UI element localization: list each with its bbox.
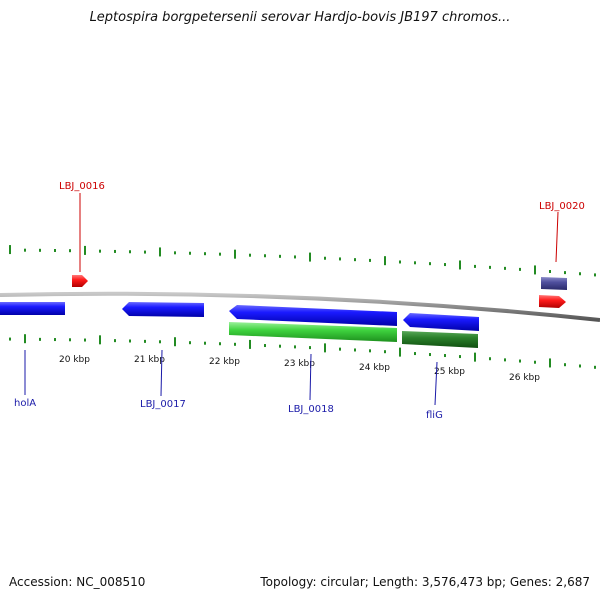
scale-label-22kbp: 22 kbp: [209, 357, 240, 367]
leader-line-lbj-0017: [160, 349, 163, 397]
gene-arrow-lbj-0016[interactable]: [72, 275, 88, 287]
scale-label-23kbp: 23 kbp: [284, 359, 315, 369]
genome-title: Leptospira borgpetersenii serovar Hardjo…: [89, 10, 511, 25]
tick-row-bottom: [9, 334, 596, 369]
tick-row-top: [9, 245, 596, 277]
scale-label-26kbp: 26 kbp: [509, 373, 540, 383]
gene-arrow-lbj-0017[interactable]: [122, 302, 204, 317]
gene-label-lbj-0017: LBJ_0017: [140, 399, 186, 410]
gene-label-lbj-0020: LBJ_0020: [539, 201, 585, 212]
accession-text: Accession: NC_008510: [9, 575, 146, 589]
gene-arrow-lbj-0020[interactable]: [539, 295, 566, 308]
gene-label-flig: fliG: [426, 410, 443, 421]
genome-summary-text: Topology: circular; Length: 3,576,473 bp…: [260, 575, 590, 589]
chromosome-backbone: [0, 291, 600, 322]
gene-leader-lines: [24, 193, 559, 406]
gene-label-hola: holA: [14, 398, 36, 409]
gene-arrow-lbj-0018[interactable]: [229, 305, 397, 326]
gene-box-purple[interactable]: [541, 277, 567, 290]
leader-line-lbj-0020: [555, 211, 559, 263]
leader-line-lbj-0018: [309, 353, 312, 401]
gene-box-dark-green[interactable]: [402, 331, 478, 348]
scale-label-24kbp: 24 kbp: [359, 363, 390, 373]
gene-label-lbj-0016: LBJ_0016: [59, 181, 105, 192]
gene-arrow-hola[interactable]: [0, 302, 65, 315]
gene-box-green[interactable]: [229, 322, 397, 342]
gene-arrow-flig[interactable]: [403, 313, 479, 331]
scale-label-25kbp: 25 kbp: [434, 367, 465, 377]
scale-label-21kbp: 21 kbp: [134, 355, 165, 365]
leader-line-flig: [434, 361, 438, 406]
scale-label-20kbp: 20 kbp: [59, 355, 90, 365]
gene-label-lbj-0018: LBJ_0018: [288, 404, 334, 415]
